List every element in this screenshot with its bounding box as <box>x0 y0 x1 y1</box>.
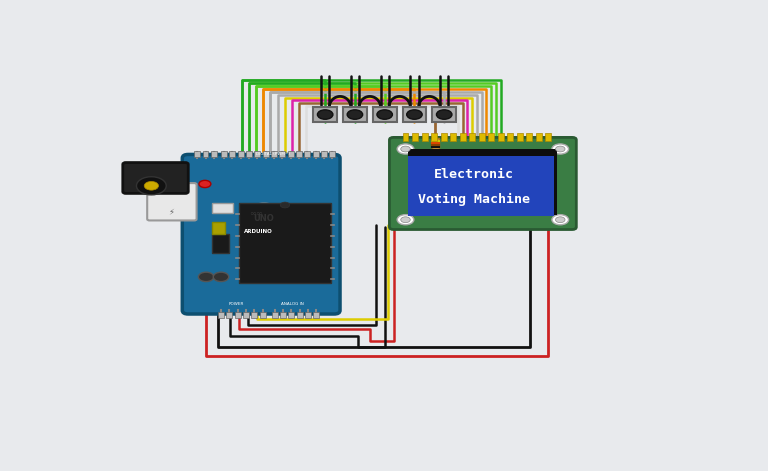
Circle shape <box>436 110 452 119</box>
Bar <box>212 203 233 213</box>
Circle shape <box>401 146 410 152</box>
Bar <box>305 312 311 318</box>
Bar <box>372 107 396 122</box>
Circle shape <box>555 146 565 152</box>
Bar <box>313 151 319 157</box>
Bar <box>450 133 456 141</box>
FancyBboxPatch shape <box>147 183 197 220</box>
Circle shape <box>280 202 290 208</box>
Bar <box>235 312 240 318</box>
Circle shape <box>347 110 362 119</box>
Bar <box>526 133 532 141</box>
Bar <box>296 151 302 157</box>
Bar <box>321 151 327 157</box>
Bar <box>271 151 277 157</box>
Bar <box>469 133 475 141</box>
Text: Voting Machine: Voting Machine <box>418 193 530 206</box>
Bar <box>280 312 286 318</box>
Text: POWER: POWER <box>228 302 243 306</box>
FancyBboxPatch shape <box>182 154 340 314</box>
Circle shape <box>137 177 166 195</box>
Bar <box>412 133 418 141</box>
Bar <box>296 312 303 318</box>
Circle shape <box>555 217 565 223</box>
Bar <box>218 312 224 318</box>
Circle shape <box>397 215 414 225</box>
Bar <box>508 133 513 141</box>
FancyBboxPatch shape <box>123 162 188 194</box>
Bar <box>304 151 310 157</box>
Bar <box>237 151 243 157</box>
Bar <box>203 151 208 157</box>
Bar <box>243 312 249 318</box>
Bar <box>329 151 336 157</box>
Text: ∞∞: ∞∞ <box>249 209 263 218</box>
Bar <box>251 312 257 318</box>
Circle shape <box>377 110 392 119</box>
Bar <box>432 107 456 122</box>
Circle shape <box>243 203 285 228</box>
Bar <box>280 151 285 157</box>
Bar <box>212 221 225 234</box>
Text: DIGITAL (PWM~): DIGITAL (PWM~) <box>256 152 290 156</box>
Bar <box>402 107 426 122</box>
Bar <box>422 133 428 141</box>
Bar <box>263 151 269 157</box>
Bar <box>517 133 523 141</box>
Circle shape <box>144 181 158 190</box>
Bar <box>498 133 504 141</box>
Bar <box>460 133 465 141</box>
Circle shape <box>317 110 333 119</box>
Bar <box>239 203 331 283</box>
Circle shape <box>397 144 414 154</box>
Bar <box>260 312 266 318</box>
Bar <box>343 107 367 122</box>
Circle shape <box>198 272 214 282</box>
Bar <box>478 133 485 141</box>
Bar <box>288 151 293 157</box>
FancyBboxPatch shape <box>389 138 576 229</box>
Bar <box>402 133 409 141</box>
Bar <box>212 235 229 252</box>
Bar <box>432 138 439 149</box>
Bar <box>313 312 319 318</box>
Circle shape <box>214 272 229 282</box>
Circle shape <box>407 110 422 119</box>
Circle shape <box>401 217 410 223</box>
Bar <box>536 133 541 141</box>
Circle shape <box>322 214 329 218</box>
Text: ⚡: ⚡ <box>169 207 174 216</box>
Text: ANALOG IN: ANALOG IN <box>281 302 304 306</box>
Bar <box>211 151 217 157</box>
Bar <box>313 107 337 122</box>
Text: Electronic: Electronic <box>434 168 514 181</box>
Bar <box>227 312 232 318</box>
Text: ARDUINO: ARDUINO <box>244 229 273 234</box>
Circle shape <box>552 144 568 154</box>
Bar <box>545 133 551 141</box>
Bar <box>488 133 494 141</box>
Bar <box>288 312 294 318</box>
Circle shape <box>552 215 568 225</box>
Bar <box>194 151 200 157</box>
Bar <box>409 149 558 215</box>
Bar <box>409 156 554 216</box>
Bar <box>221 151 227 157</box>
Bar <box>441 133 446 141</box>
Bar <box>246 151 252 157</box>
Bar <box>230 151 235 157</box>
Bar <box>272 312 277 318</box>
Circle shape <box>199 180 211 187</box>
Text: UNO: UNO <box>253 214 274 223</box>
Bar <box>431 133 437 141</box>
Bar <box>254 151 260 157</box>
